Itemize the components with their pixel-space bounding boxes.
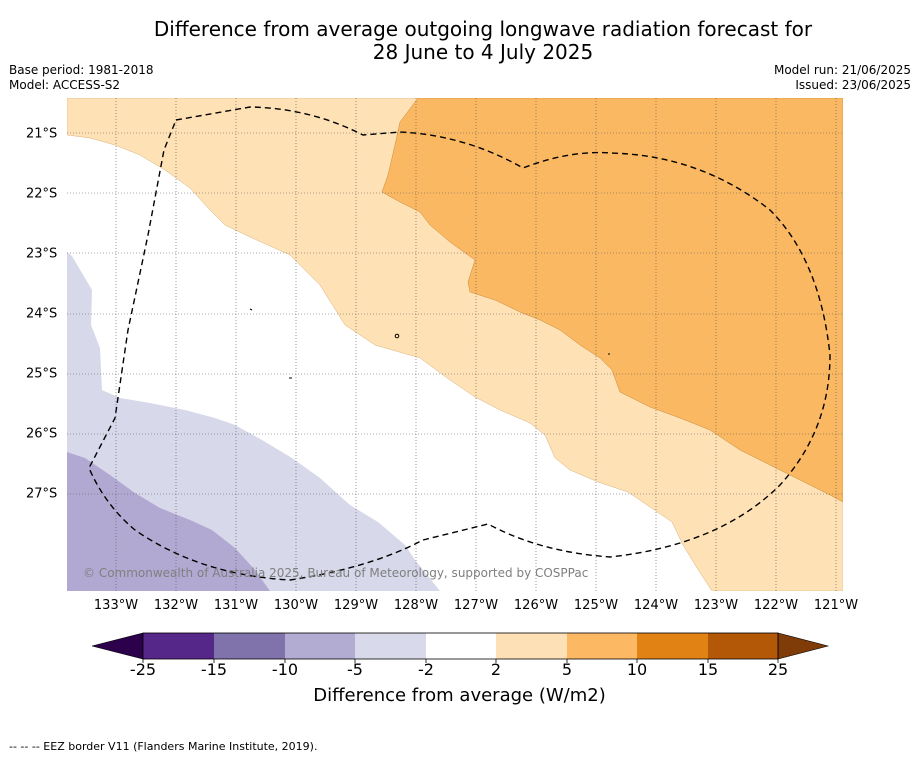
colorbar-segment xyxy=(567,633,637,659)
lon-label: 126°W xyxy=(513,598,559,613)
colorbar-segment xyxy=(708,633,778,659)
colorbar-segment xyxy=(426,633,496,659)
issued-date: Issued: 23/06/2025 xyxy=(795,78,911,92)
lat-label: 26°S xyxy=(26,426,58,442)
colorbar-extend-low xyxy=(91,632,144,660)
strong-negative-region xyxy=(67,452,270,591)
eez-border xyxy=(88,106,831,581)
title-line-1: Difference from average outgoing longwav… xyxy=(153,17,813,41)
lon-label: 127°W xyxy=(453,598,499,613)
colorbar-tick-label: -2 xyxy=(418,660,434,679)
colorbar-tick-label: 5 xyxy=(561,660,573,679)
colorbar-tick-label: -5 xyxy=(347,660,363,679)
meta-left: Base period: 1981-2018 Model: ACCESS-S2 xyxy=(9,63,154,93)
lon-label: 132°W xyxy=(153,598,199,613)
model-run: Model run: 21/06/2025 xyxy=(773,63,911,77)
moderate-positive-region xyxy=(381,98,843,503)
model-name: Model: ACCESS-S2 xyxy=(9,78,121,92)
title-line-2: 28 June to 4 July 2025 xyxy=(372,40,594,64)
lon-label: 123°W xyxy=(693,598,739,613)
lon-label: 131°W xyxy=(213,598,259,613)
colorbar-extend-high xyxy=(777,632,830,660)
map-title: Difference from average outgoing longwav… xyxy=(0,18,919,64)
colorbar-tick-label: -10 xyxy=(271,660,299,679)
map-area xyxy=(67,98,843,591)
colorbar-tick-label: 15 xyxy=(697,660,719,679)
colorbar-outline xyxy=(142,632,779,660)
colorbar-segment xyxy=(355,633,426,659)
lon-label: 129°W xyxy=(333,598,379,613)
weak-negative-region xyxy=(67,252,440,591)
lat-label: 27°S xyxy=(26,486,58,502)
lon-label: 124°W xyxy=(633,598,679,613)
colorbar-segment xyxy=(637,633,708,659)
lon-label: 128°W xyxy=(393,598,439,613)
lat-label: 21°S xyxy=(26,126,58,142)
colorbar-tick-label: -25 xyxy=(129,660,157,679)
lon-label: 121°W xyxy=(813,598,859,613)
colorbar-segment xyxy=(496,633,567,659)
colorbar-ticks xyxy=(142,659,779,663)
islands xyxy=(249,308,610,379)
copyright-notice: © Commonwealth of Australia 2025, Bureau… xyxy=(83,566,589,580)
colorbar-segment xyxy=(285,633,355,659)
gridlines xyxy=(67,98,843,591)
lat-label: 22°S xyxy=(26,186,58,202)
lon-label: 125°W xyxy=(573,598,619,613)
eez-footnote: -- -- -- EEZ border V11 (Flanders Marine… xyxy=(9,740,318,753)
lon-label: 122°W xyxy=(753,598,799,613)
lat-label: 24°S xyxy=(26,306,58,322)
colorbar-segment xyxy=(143,633,214,659)
colorbar-title: Difference from average (W/m2) xyxy=(313,685,606,706)
meta-right: Model run: 21/06/2025 Issued: 23/06/2025 xyxy=(774,63,911,93)
lat-label: 23°S xyxy=(26,246,58,262)
colorbar-segment xyxy=(214,633,285,659)
lat-label: 25°S xyxy=(26,366,58,382)
colorbar-tick-label: 2 xyxy=(490,660,502,679)
colorbar-tick-label: 10 xyxy=(626,660,648,679)
lon-label: 130°W xyxy=(273,598,319,613)
lon-label: 133°W xyxy=(93,598,139,613)
colorbar-tick-label: 25 xyxy=(767,660,789,679)
base-period: Base period: 1981-2018 xyxy=(9,63,154,77)
colorbar-tick-label: -15 xyxy=(200,660,228,679)
